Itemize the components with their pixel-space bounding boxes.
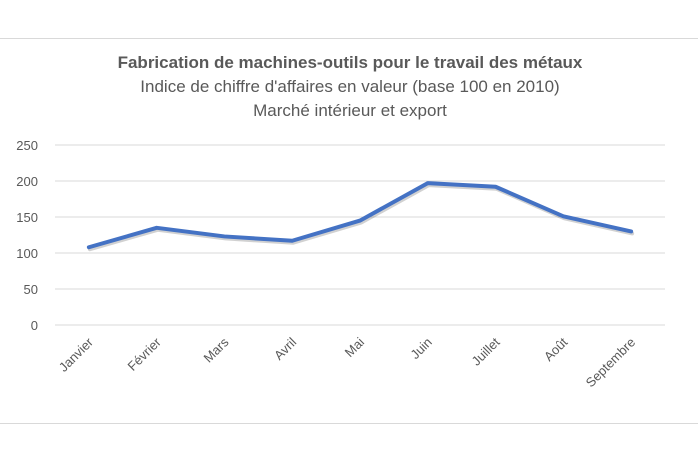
y-tick-label: 250	[16, 138, 38, 153]
data-point	[426, 181, 430, 185]
data-point	[561, 214, 565, 218]
chart-frame	[0, 38, 698, 424]
y-tick-label: 0	[31, 318, 38, 333]
x-tick-label: Mars	[201, 334, 232, 365]
y-tick-label: 50	[24, 282, 38, 297]
data-point	[155, 226, 159, 230]
chart-subtitle-1: Indice de chiffre d'affaires en valeur (…	[140, 77, 559, 96]
data-point	[87, 245, 91, 249]
series-layer	[86, 181, 635, 252]
series-line	[86, 181, 634, 250]
x-tick-label: Septembre	[583, 335, 639, 391]
x-tick-label: Mai	[342, 334, 367, 359]
chart-title: Fabrication de machines-outils pour le t…	[118, 53, 583, 72]
data-point	[629, 229, 633, 233]
data-point	[358, 219, 362, 223]
data-point	[290, 239, 294, 243]
x-tick-label: Juillet	[469, 334, 503, 368]
x-tick-label: Août	[541, 334, 571, 364]
y-tick-label: 150	[16, 210, 38, 225]
x-tick-label: Janvier	[56, 334, 97, 375]
x-tick-label: Juin	[407, 335, 434, 362]
chart-subtitle-2: Marché intérieur et export	[253, 101, 447, 120]
data-point	[494, 185, 498, 189]
x-tick-label: Février	[125, 334, 165, 374]
x-tick-label: Avril	[271, 334, 299, 362]
x-axis: Janvier Février Mars Avril Mai Juin Juillet Aoû…	[56, 334, 638, 390]
data-point	[222, 234, 226, 238]
y-tick-label: 100	[16, 246, 38, 261]
y-axis: 0 50 100 150 200 250	[16, 138, 38, 333]
y-tick-label: 200	[16, 174, 38, 189]
grid-layer	[55, 144, 665, 326]
